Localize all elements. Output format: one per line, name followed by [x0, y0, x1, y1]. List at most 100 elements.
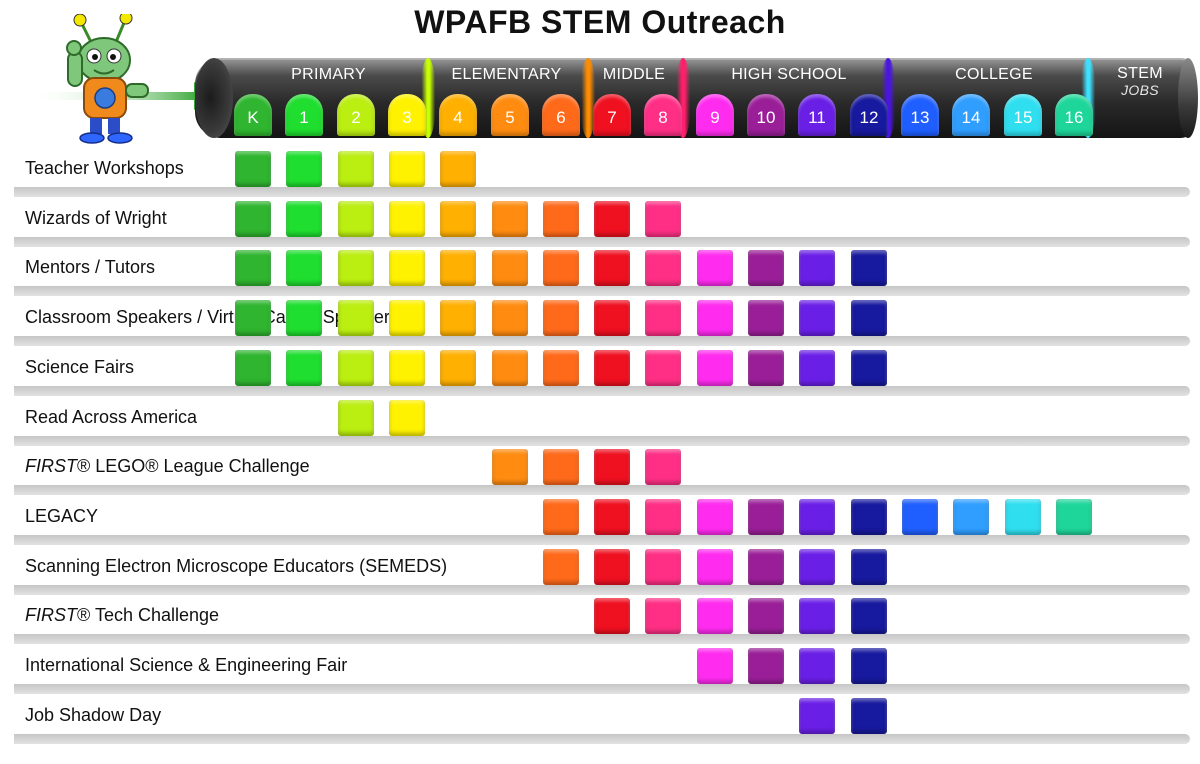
grade-cell-8: [645, 250, 681, 286]
program-label-text: International Science & Engineering Fair: [25, 655, 348, 675]
grade-cell-13: [902, 499, 938, 535]
grade-tab-8: 8: [644, 94, 682, 136]
grade-cell-11: [799, 250, 835, 286]
grade-cell-11: [799, 300, 835, 336]
grade-cell-15: [1005, 499, 1041, 535]
grade-cell-12: [851, 698, 887, 734]
grade-cell-8: [645, 300, 681, 336]
grade-tab-2: 2: [337, 94, 375, 136]
grade-cell-5: [492, 201, 528, 237]
grade-cell-11: [799, 499, 835, 535]
row-stripe: [14, 485, 1190, 495]
grade-cell-5: [492, 350, 528, 386]
group-label-elementary: ELEMENTARY: [428, 66, 585, 86]
grade-cell-16: [1056, 499, 1092, 535]
grade-tab-16: 16: [1055, 94, 1093, 136]
grade-cell-1: [286, 300, 322, 336]
grade-cell-4: [440, 201, 476, 237]
grade-cell-1: [286, 151, 322, 187]
program-label-text: Wizards of Wright: [25, 208, 167, 228]
grade-cell-8: [645, 449, 681, 485]
grade-cell-3: [389, 350, 425, 386]
group-label-text: HIGH SCHOOL: [731, 66, 847, 83]
grade-cell-10: [748, 250, 784, 286]
program-label-text: Science Fairs: [25, 357, 135, 377]
grade-cell-9: [697, 300, 733, 336]
grade-tab-1: 1: [285, 94, 323, 136]
grade-cell-3: [389, 151, 425, 187]
grade-cell-11: [799, 598, 835, 634]
grade-cell-8: [645, 598, 681, 634]
grade-cell-8: [645, 499, 681, 535]
program-label: FIRST® Tech Challenge: [25, 595, 219, 635]
row-stripe: [14, 684, 1190, 694]
grade-cell-11: [799, 648, 835, 684]
grade-tab-11: 11: [798, 94, 836, 136]
grade-cell-7: [594, 499, 630, 535]
grade-cell-4: [440, 350, 476, 386]
grade-cell-7: [594, 549, 630, 585]
grade-cell-12: [851, 648, 887, 684]
row-stripe: [14, 585, 1190, 595]
grade-cell-8: [645, 549, 681, 585]
grade-cell-10: [748, 300, 784, 336]
group-label-text: MIDDLE: [602, 66, 666, 83]
grade-cell-9: [697, 250, 733, 286]
alien-mascot-icon: [30, 14, 220, 144]
grade-tab-14: 14: [952, 94, 990, 136]
program-label-text: ® Tech Challenge: [77, 605, 220, 625]
grade-tab-4: 4: [439, 94, 477, 136]
program-label: LEGACY: [25, 496, 98, 536]
grade-cell-2: [338, 151, 374, 187]
grade-cell-k: [235, 350, 271, 386]
grade-tab-13: 13: [901, 94, 939, 136]
grade-cell-11: [799, 549, 835, 585]
grade-cell-9: [697, 350, 733, 386]
grade-tab-6: 6: [542, 94, 580, 136]
grade-cell-6: [543, 449, 579, 485]
program-label: Science Fairs: [25, 347, 134, 387]
grade-tab-7: 7: [593, 94, 631, 136]
group-sublabel-text: JOBS: [1121, 82, 1159, 98]
grade-cell-k: [235, 250, 271, 286]
program-label: Scanning Electron Microscope Educators (…: [25, 546, 447, 586]
grade-cell-3: [389, 300, 425, 336]
grade-cell-9: [697, 549, 733, 585]
row-stripe: [14, 734, 1190, 744]
grade-cell-12: [851, 549, 887, 585]
row-stripe: [14, 386, 1190, 396]
group-divider: [580, 58, 596, 138]
grade-tab-9: 9: [696, 94, 734, 136]
grade-cell-6: [543, 499, 579, 535]
grade-cell-11: [799, 698, 835, 734]
grade-cell-2: [338, 250, 374, 286]
program-label-text: ® LEGO® League Challenge: [77, 456, 310, 476]
program-label-text: Scanning Electron Microscope Educators (…: [25, 556, 448, 576]
grade-tab-3: 3: [388, 94, 426, 136]
grade-cell-8: [645, 201, 681, 237]
grade-cell-6: [543, 250, 579, 286]
row-stripe: [14, 286, 1190, 296]
group-label-text: PRIMARY: [291, 66, 366, 83]
program-label-italic: FIRST: [25, 456, 77, 476]
grade-cell-1: [286, 250, 322, 286]
grade-cell-5: [492, 449, 528, 485]
grade-cell-12: [851, 250, 887, 286]
page-title: WPAFB STEM Outreach: [414, 4, 786, 40]
grade-cell-2: [338, 300, 374, 336]
row-stripe: [14, 436, 1190, 446]
grade-cell-7: [594, 300, 630, 336]
grade-cell-12: [851, 300, 887, 336]
grade-cell-2: [338, 350, 374, 386]
grade-cell-5: [492, 300, 528, 336]
grade-cell-10: [748, 549, 784, 585]
grade-cell-6: [543, 201, 579, 237]
grade-cell-12: [851, 350, 887, 386]
grade-cell-12: [851, 598, 887, 634]
grade-cell-6: [543, 549, 579, 585]
row-stripe: [14, 187, 1190, 197]
program-label: Teacher Workshops: [25, 148, 184, 188]
group-label-primary: PRIMARY: [232, 66, 425, 86]
row-stripe: [14, 336, 1190, 346]
program-label-text: Read Across America: [25, 407, 198, 427]
